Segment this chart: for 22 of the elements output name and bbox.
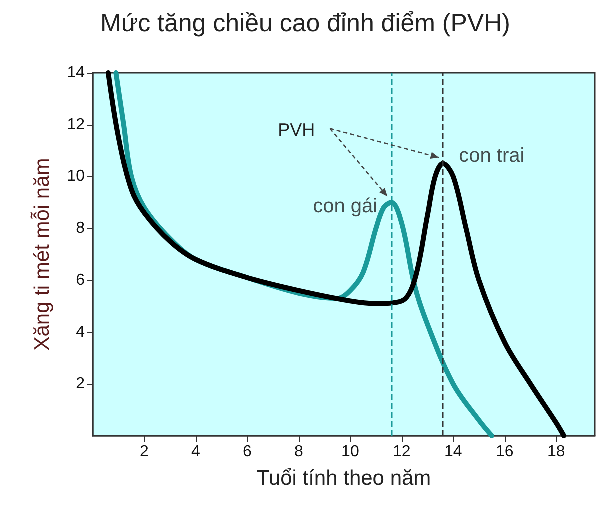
x-axis-title: Tuổi tính theo năm (256, 467, 432, 490)
x-tick-label: 12 (393, 444, 411, 460)
annotation: PVH (278, 120, 316, 140)
y-tick-label: 2 (76, 376, 86, 393)
x-tick-label: 4 (192, 444, 201, 460)
x-tick-label: 14 (444, 444, 462, 460)
series-label: con trai (459, 144, 525, 167)
x-tick-label: 10 (342, 444, 360, 460)
x-tick-label: 18 (547, 444, 566, 460)
y-tick-label: 4 (76, 324, 86, 341)
y-tick-label: 6 (76, 272, 86, 289)
y-tick-label: 12 (67, 116, 86, 134)
x-tick-label: 8 (294, 444, 304, 460)
x-tick-label: 6 (243, 444, 252, 460)
series-label: con gái (313, 196, 378, 218)
y-axis-title: Xăng ti mét mỗi năm (30, 158, 54, 351)
x-tick-label: 16 (496, 444, 514, 460)
chart-title: Mức tăng chiều cao đỉnh điểm (PVH) (100, 10, 510, 38)
y-tick-label: 14 (67, 64, 86, 82)
y-tick-label: 8 (76, 220, 86, 238)
y-tick-label: 10 (67, 168, 86, 186)
x-tick-label: 2 (140, 444, 150, 460)
